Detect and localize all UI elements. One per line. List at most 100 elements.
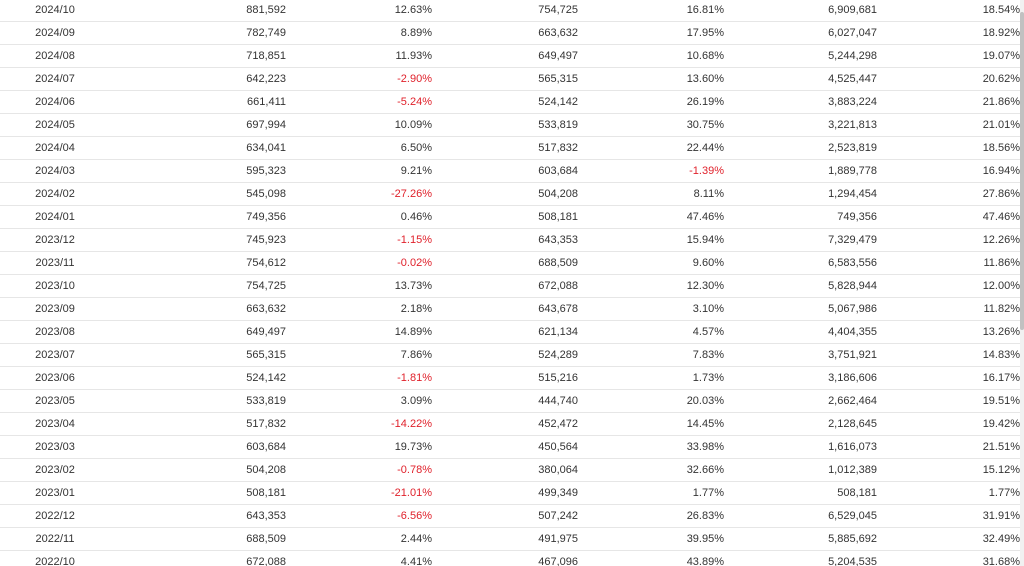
cell-yoy-change: 7.83% <box>578 343 724 367</box>
cell-monthly-revenue: 565,315 <box>110 343 286 367</box>
table-row: 2023/09 663,632 2.18% 643,678 3.10% 5,067,986… <box>0 297 1020 321</box>
table-row: 2023/01 508,181 -21.01% 499,349 1.77% 508,181… <box>0 481 1020 505</box>
cell-cumulative-yoy: 12.00% <box>877 274 1020 298</box>
cell-month: 2023/07 <box>0 343 110 367</box>
cell-last-year-revenue: 688,509 <box>432 251 578 275</box>
cell-mom-change: -21.01% <box>286 481 432 505</box>
cell-month: 2024/07 <box>0 67 110 91</box>
cell-month: 2023/12 <box>0 228 110 252</box>
cell-cumulative-revenue: 1,012,389 <box>724 458 877 482</box>
cell-yoy-change: 10.68% <box>578 44 724 68</box>
cell-cumulative-revenue: 5,067,986 <box>724 297 877 321</box>
cell-cumulative-yoy: 11.86% <box>877 251 1020 275</box>
cell-last-year-revenue: 508,181 <box>432 205 578 229</box>
cell-monthly-revenue: 533,819 <box>110 389 286 413</box>
cell-cumulative-revenue: 1,616,073 <box>724 435 877 459</box>
cell-cumulative-revenue: 3,883,224 <box>724 90 877 114</box>
cell-cumulative-revenue: 6,529,045 <box>724 504 877 528</box>
cell-last-year-revenue: 380,064 <box>432 458 578 482</box>
cell-last-year-revenue: 649,497 <box>432 44 578 68</box>
cell-monthly-revenue: 672,088 <box>110 550 286 566</box>
cell-month: 2023/06 <box>0 366 110 390</box>
table-row: 2022/11 688,509 2.44% 491,975 39.95% 5,885,69… <box>0 527 1020 551</box>
cell-yoy-change: 33.98% <box>578 435 724 459</box>
table-row: 2023/11 754,612 -0.02% 688,509 9.60% 6,583,55… <box>0 251 1020 275</box>
cell-month: 2023/05 <box>0 389 110 413</box>
cell-cumulative-yoy: 13.26% <box>877 320 1020 344</box>
cell-month: 2024/04 <box>0 136 110 160</box>
cell-last-year-revenue: 507,242 <box>432 504 578 528</box>
cell-mom-change: 8.89% <box>286 21 432 45</box>
cell-last-year-revenue: 754,725 <box>432 0 578 22</box>
cell-cumulative-yoy: 15.12% <box>877 458 1020 482</box>
cell-mom-change: -0.02% <box>286 251 432 275</box>
cell-month: 2023/01 <box>0 481 110 505</box>
cell-cumulative-yoy: 31.68% <box>877 550 1020 566</box>
cell-month: 2024/09 <box>0 21 110 45</box>
table-row: 2024/01 749,356 0.46% 508,181 47.46% 749,356 4… <box>0 205 1020 229</box>
cell-month: 2023/08 <box>0 320 110 344</box>
cell-month: 2022/11 <box>0 527 110 551</box>
cell-yoy-change: 22.44% <box>578 136 724 160</box>
table-row: 2024/06 661,411 -5.24% 524,142 26.19% 3,883,2… <box>0 90 1020 114</box>
table-row: 2024/08 718,851 11.93% 649,497 10.68% 5,244,2… <box>0 44 1020 68</box>
table-row: 2024/04 634,041 6.50% 517,832 22.44% 2,523,81… <box>0 136 1020 160</box>
cell-monthly-revenue: 697,994 <box>110 113 286 137</box>
table-row: 2023/06 524,142 -1.81% 515,216 1.73% 3,186,60… <box>0 366 1020 390</box>
cell-month: 2024/03 <box>0 159 110 183</box>
cell-mom-change: -1.81% <box>286 366 432 390</box>
cell-cumulative-yoy: 11.82% <box>877 297 1020 321</box>
cell-cumulative-yoy: 14.83% <box>877 343 1020 367</box>
cell-cumulative-revenue: 5,204,535 <box>724 550 877 566</box>
cell-month: 2024/02 <box>0 182 110 206</box>
cell-last-year-revenue: 603,684 <box>432 159 578 183</box>
cell-cumulative-yoy: 31.91% <box>877 504 1020 528</box>
cell-cumulative-revenue: 749,356 <box>724 205 877 229</box>
cell-yoy-change: 47.46% <box>578 205 724 229</box>
cell-mom-change: 3.09% <box>286 389 432 413</box>
cell-mom-change: 2.18% <box>286 297 432 321</box>
cell-mom-change: 11.93% <box>286 44 432 68</box>
cell-mom-change: 2.44% <box>286 527 432 551</box>
cell-cumulative-yoy: 1.77% <box>877 481 1020 505</box>
cell-monthly-revenue: 642,223 <box>110 67 286 91</box>
cell-monthly-revenue: 545,098 <box>110 182 286 206</box>
cell-cumulative-yoy: 21.86% <box>877 90 1020 114</box>
cell-cumulative-yoy: 16.17% <box>877 366 1020 390</box>
cell-cumulative-revenue: 3,186,606 <box>724 366 877 390</box>
cell-yoy-change: -1.39% <box>578 159 724 183</box>
cell-mom-change: 19.73% <box>286 435 432 459</box>
cell-cumulative-revenue: 2,662,464 <box>724 389 877 413</box>
cell-cumulative-yoy: 12.26% <box>877 228 1020 252</box>
cell-cumulative-yoy: 32.49% <box>877 527 1020 551</box>
cell-mom-change: -2.90% <box>286 67 432 91</box>
cell-last-year-revenue: 524,142 <box>432 90 578 114</box>
cell-yoy-change: 30.75% <box>578 113 724 137</box>
cell-last-year-revenue: 565,315 <box>432 67 578 91</box>
table-row: 2024/03 595,323 9.21% 603,684 -1.39% 1,889,77… <box>0 159 1020 183</box>
cell-cumulative-yoy: 47.46% <box>877 205 1020 229</box>
table-row: 2022/10 672,088 4.41% 467,096 43.89% 5,204,53… <box>0 550 1020 566</box>
cell-cumulative-revenue: 2,128,645 <box>724 412 877 436</box>
cell-cumulative-yoy: 21.01% <box>877 113 1020 137</box>
scrollbar-thumb[interactable] <box>1020 12 1024 330</box>
cell-monthly-revenue: 749,356 <box>110 205 286 229</box>
cell-monthly-revenue: 782,749 <box>110 21 286 45</box>
cell-yoy-change: 16.81% <box>578 0 724 22</box>
table-row: 2024/07 642,223 -2.90% 565,315 13.60% 4,525,4… <box>0 67 1020 91</box>
vertical-scrollbar[interactable] <box>1020 0 1024 566</box>
cell-cumulative-revenue: 4,525,447 <box>724 67 877 91</box>
cell-last-year-revenue: 533,819 <box>432 113 578 137</box>
cell-cumulative-revenue: 4,404,355 <box>724 320 877 344</box>
cell-yoy-change: 39.95% <box>578 527 724 551</box>
cell-mom-change: -6.56% <box>286 504 432 528</box>
cell-monthly-revenue: 754,725 <box>110 274 286 298</box>
cell-cumulative-yoy: 19.51% <box>877 389 1020 413</box>
cell-month: 2022/12 <box>0 504 110 528</box>
cell-last-year-revenue: 515,216 <box>432 366 578 390</box>
cell-cumulative-yoy: 27.86% <box>877 182 1020 206</box>
cell-yoy-change: 8.11% <box>578 182 724 206</box>
cell-last-year-revenue: 499,349 <box>432 481 578 505</box>
